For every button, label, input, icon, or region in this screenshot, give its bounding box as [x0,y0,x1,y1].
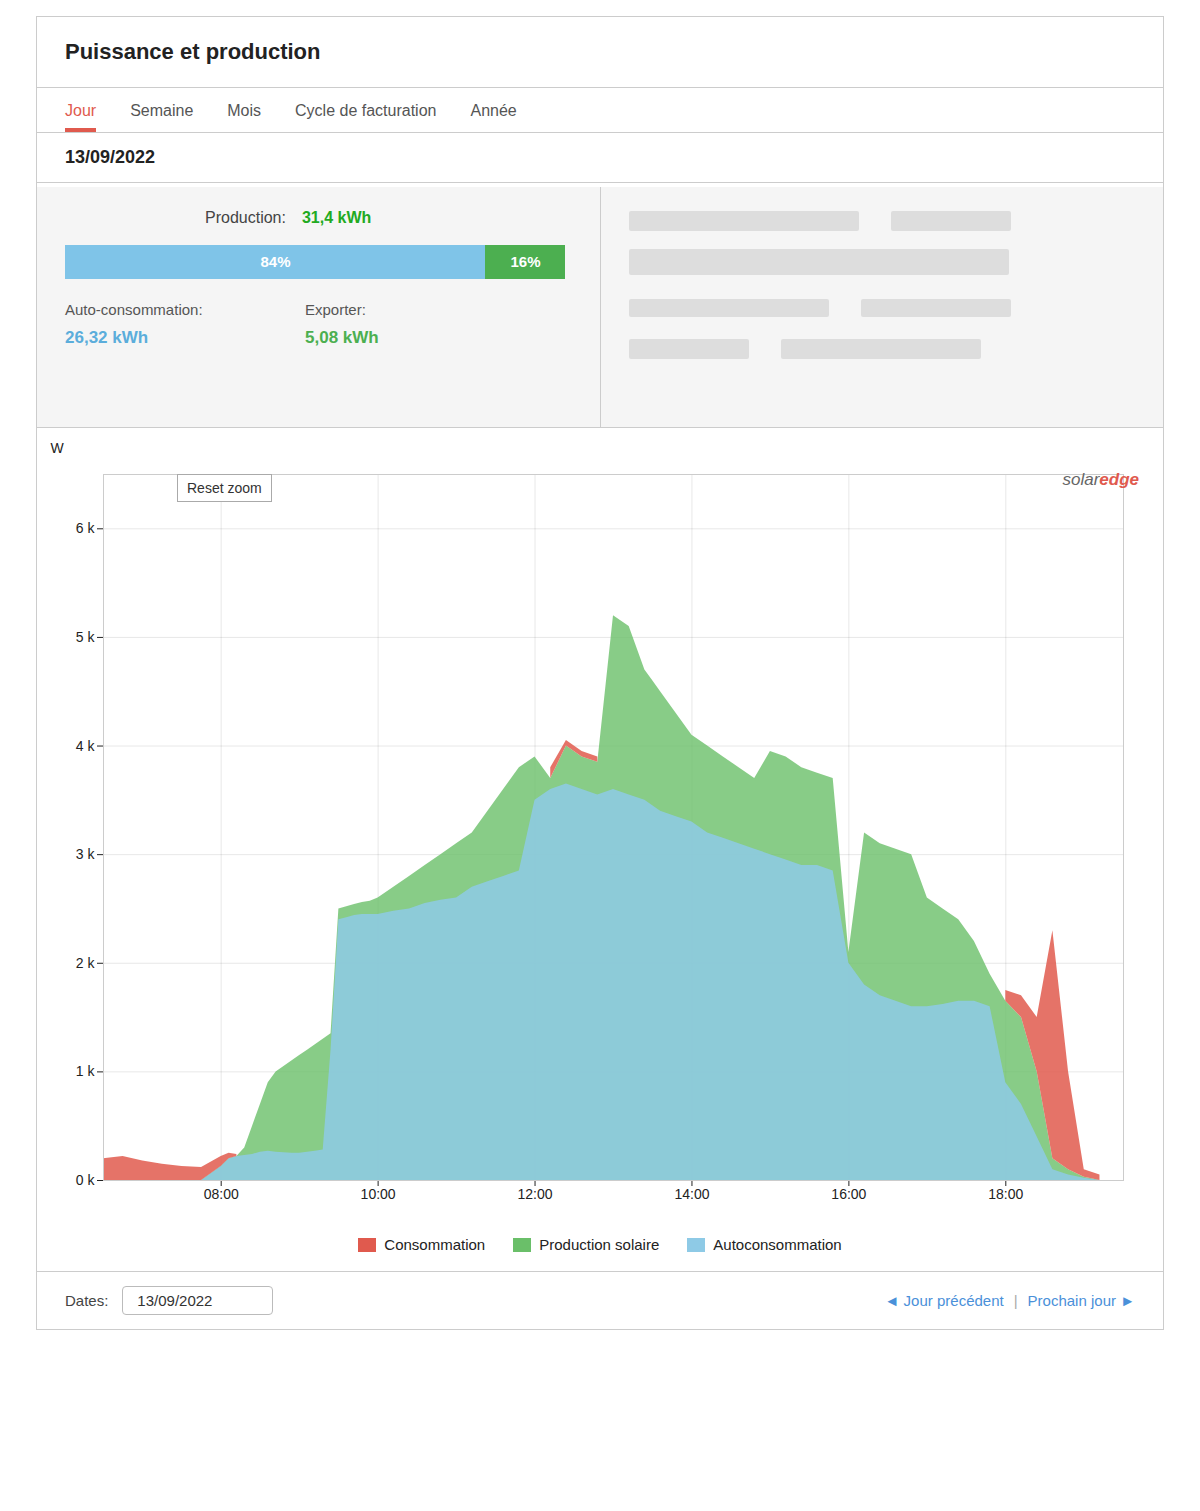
svg-text:84%: 84% [260,253,290,270]
html-text:13/09/2022: 13/09/2022 [137,1292,213,1309]
svg-text:08:00: 08:00 [204,1186,239,1202]
svg-text:10:00: 10:00 [361,1186,396,1202]
svg-text:5 k: 5 k [76,629,96,645]
svg-text:4 k: 4 k [76,738,96,754]
svg-text:0 k: 0 k [76,1172,96,1188]
html-text:Reset zoom: Reset zoom [187,480,262,496]
svg-text:12:00: 12:00 [518,1186,553,1202]
html-text:5,08 kWh: 5,08 kWh [305,328,379,347]
svg-text:3 k: 3 k [76,846,96,862]
svg-text:14:00: 14:00 [674,1186,709,1202]
html-text:Consommation: Consommation [384,1236,486,1253]
html-text:solar edge: solar edge [1062,470,1139,489]
svg-text:2 k: 2 k [76,955,96,971]
html-text:Dates:: Dates: [65,1292,109,1309]
html-text:◄ Jour précédent: ◄ Jour précédent [884,1292,1004,1309]
html-text:26,32 kWh: 26,32 kWh [65,328,149,347]
html-text:Auto-consommation:: Auto-consommation: [65,301,203,318]
svg-text:16%: 16% [510,253,540,270]
svg-text:16:00: 16:00 [831,1186,866,1202]
html-text:Jour: Jour [65,102,97,119]
html-text:Production solaire: Production solaire [539,1236,660,1253]
html-text:Prochain jour ►: Prochain jour ► [1027,1292,1135,1309]
svg-text:18:00: 18:00 [988,1186,1023,1202]
html-text:Année: Année [470,102,517,119]
svg-text:W: W [51,440,65,456]
html-text:Mois: Mois [227,102,262,119]
svg-text:1 k: 1 k [76,1063,96,1079]
html-text:Exporter:: Exporter: [305,301,366,318]
html-text:Production:: Production: [205,209,286,226]
html-text:31,4 kWh: 31,4 kWh [301,209,372,226]
html-text:Cycle de facturation: Cycle de facturation [295,102,437,119]
html-text:Autoconsommation: Autoconsommation [713,1236,842,1253]
html-text:13/09/2022: 13/09/2022 [65,147,156,167]
svg-text:6 k: 6 k [76,520,96,536]
html-text:Puissance et production: Puissance et production [65,39,321,64]
html-text:Semaine: Semaine [130,102,194,119]
